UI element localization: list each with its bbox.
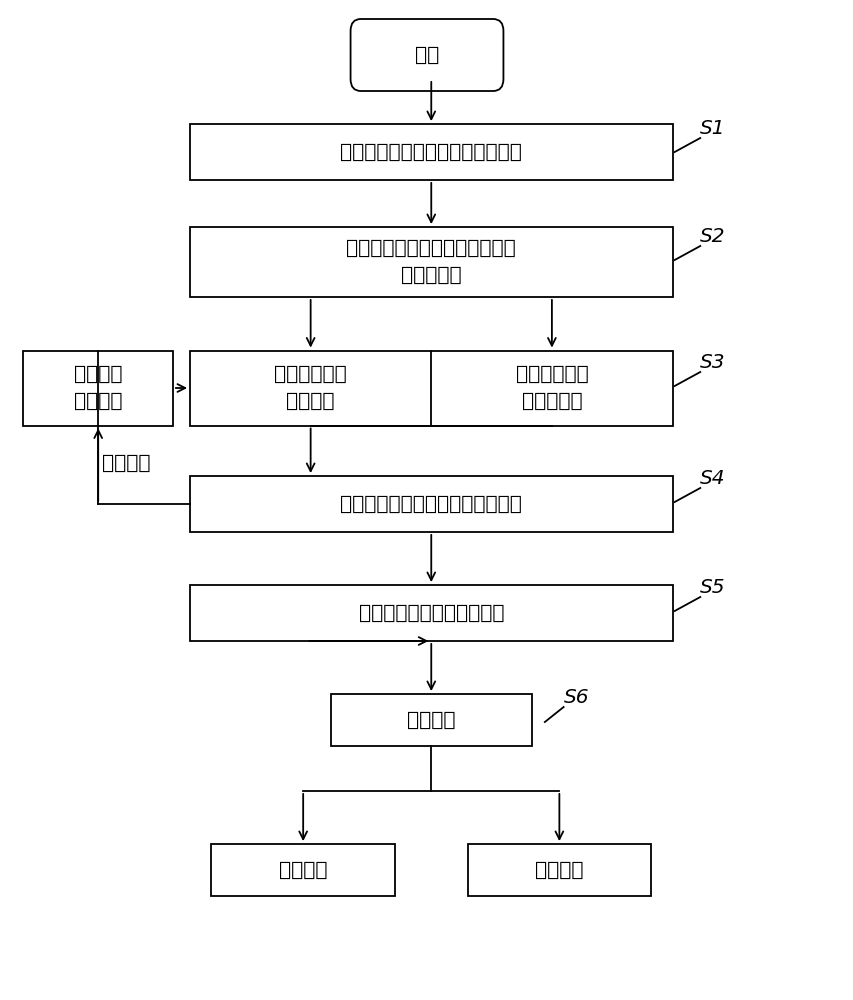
Text: 首次光学检测并输出不良焊点信息: 首次光学检测并输出不良焊点信息: [340, 142, 521, 161]
Text: 对不可机修焊
点进行标记: 对不可机修焊 点进行标记: [515, 365, 588, 411]
Bar: [190, 351, 672, 426]
Bar: [212, 844, 394, 896]
Text: 第二类板: 第二类板: [535, 860, 583, 880]
Text: S2: S2: [699, 227, 725, 246]
Text: 第一类板: 第一类板: [279, 860, 327, 880]
Text: 将不良焊点信息通过服务器传输
给执行系统: 将不良焊点信息通过服务器传输 给执行系统: [346, 239, 515, 285]
Text: 缺陷类型: 缺陷类型: [102, 454, 150, 473]
Bar: [190, 476, 672, 532]
Bar: [331, 694, 531, 746]
Bar: [190, 124, 672, 180]
FancyBboxPatch shape: [351, 19, 502, 91]
Text: 分类输出: 分类输出: [407, 710, 455, 730]
Text: 再次光学检测并输出不良焊点信息: 再次光学检测并输出不良焊点信息: [340, 494, 521, 514]
Bar: [190, 585, 672, 641]
Text: S4: S4: [699, 469, 725, 488]
Text: 改善焊接
工艺参数: 改善焊接 工艺参数: [74, 365, 122, 411]
Text: 开始: 开始: [415, 45, 438, 64]
Text: 对可机修焊点
进行焊接: 对可机修焊点 进行焊接: [274, 365, 346, 411]
Text: S5: S5: [699, 578, 725, 597]
Bar: [467, 844, 651, 896]
Text: S3: S3: [699, 353, 725, 372]
Bar: [190, 227, 672, 297]
Bar: [24, 351, 172, 426]
Text: S1: S1: [699, 119, 725, 138]
Text: 对维修失败的焊点进行标记: 对维修失败的焊点进行标记: [358, 603, 503, 622]
Text: S6: S6: [563, 688, 589, 707]
